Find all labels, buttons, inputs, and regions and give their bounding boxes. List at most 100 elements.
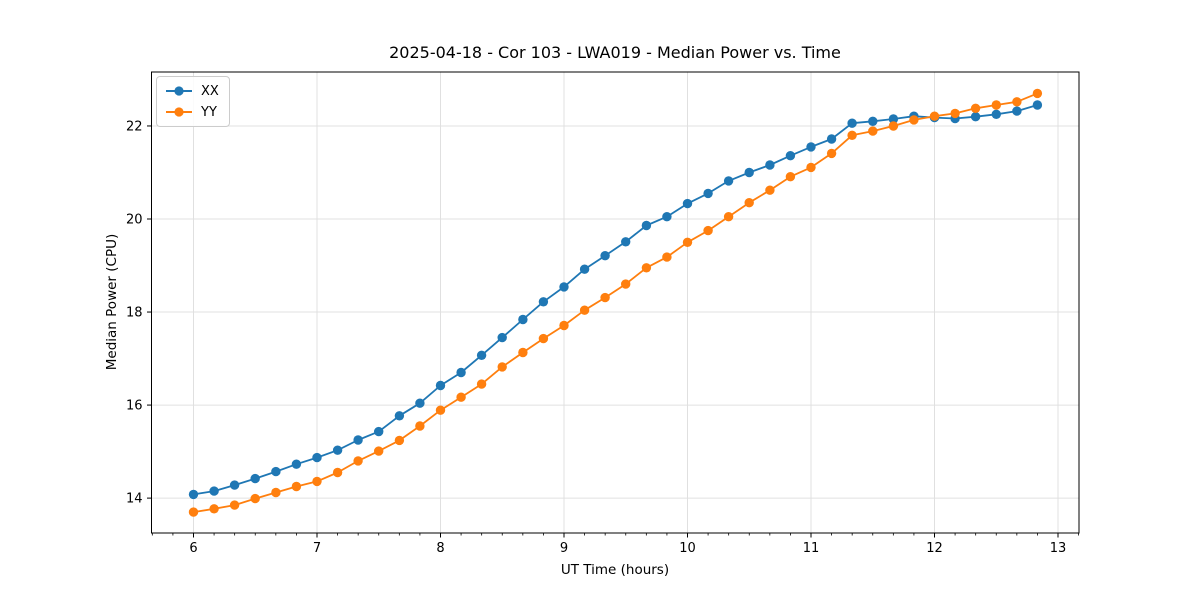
data-point-xx <box>271 466 281 477</box>
legend-label-xx: XX <box>201 83 219 99</box>
legend: XX YY <box>156 76 230 127</box>
data-point-yy <box>703 225 713 236</box>
data-point-yy <box>456 392 466 402</box>
data-point-yy <box>435 405 446 415</box>
legend-marker-icon <box>166 86 192 96</box>
data-point-yy <box>806 162 816 173</box>
data-point-xx <box>353 435 363 445</box>
data-point-yy <box>847 130 857 140</box>
data-point-xx <box>579 264 590 274</box>
chart-title: 2025-04-18 - Cor 103 - LWA019 - Median P… <box>389 43 841 62</box>
data-point-xx <box>723 176 734 186</box>
data-point-xx <box>806 142 816 152</box>
data-point-xx <box>991 109 1001 120</box>
data-point-xx <box>476 350 487 360</box>
data-point-xx <box>538 297 549 307</box>
y-tick-label: 16 <box>126 399 143 414</box>
x-tick-label: 7 <box>313 541 321 556</box>
data-point-yy <box>621 279 631 289</box>
data-point-xx <box>765 160 775 170</box>
data-point-xx <box>332 445 343 455</box>
y-tick-label: 18 <box>126 306 143 321</box>
data-point-xx <box>888 114 899 124</box>
data-point-yy <box>826 148 837 159</box>
data-point-yy <box>394 435 405 446</box>
data-point-yy <box>785 172 796 182</box>
data-point-xx <box>970 112 981 122</box>
data-point-xx <box>847 118 857 128</box>
data-point-yy <box>538 333 549 344</box>
data-point-yy <box>332 467 343 478</box>
data-point-yy <box>950 108 960 119</box>
data-point-yy <box>312 476 322 487</box>
y-tick-label: 14 <box>126 492 143 507</box>
data-point-xx <box>291 459 302 469</box>
data-point-xx <box>229 480 240 490</box>
legend-marker-icon <box>166 107 192 117</box>
data-point-xx <box>641 220 652 231</box>
x-tick-label: 12 <box>926 541 943 556</box>
data-point-yy <box>497 362 507 372</box>
x-tick-label: 13 <box>1050 541 1067 556</box>
x-tick-label: 6 <box>189 541 197 556</box>
data-point-xx <box>785 151 796 161</box>
y-tick-label: 20 <box>126 212 143 227</box>
data-point-yy <box>991 100 1001 110</box>
data-point-xx <box>435 380 446 391</box>
data-point-yy <box>518 347 528 358</box>
data-point-yy <box>765 185 775 195</box>
series-line-yy <box>192 92 1039 513</box>
data-point-xx <box>703 188 713 199</box>
data-point-yy <box>579 305 590 315</box>
x-tick-label: 11 <box>803 541 820 556</box>
axes-spines <box>151 71 1080 534</box>
data-point-xx <box>209 486 219 496</box>
data-point-yy <box>1032 88 1043 99</box>
data-point-yy <box>970 103 981 114</box>
legend-entry-xx: XX <box>164 82 219 100</box>
data-point-xx <box>374 426 384 437</box>
data-point-xx <box>415 398 425 408</box>
legend-label-yy: YY <box>201 104 217 120</box>
legend-entry-yy: YY <box>164 103 219 121</box>
data-point-yy <box>1012 97 1022 107</box>
series-line-xx <box>192 104 1039 496</box>
data-point-xx <box>744 167 754 178</box>
data-point-xx <box>456 367 466 378</box>
y-tick-label: 22 <box>126 119 143 134</box>
data-point-xx <box>518 314 528 325</box>
data-point-yy <box>374 446 384 456</box>
data-point-yy <box>909 115 919 125</box>
data-point-yy <box>744 198 754 208</box>
x-tick-label: 9 <box>560 541 568 556</box>
data-point-yy <box>271 487 281 498</box>
data-point-yy <box>868 126 878 136</box>
data-point-xx <box>826 134 837 144</box>
data-point-yy <box>662 252 672 262</box>
data-point-yy <box>188 507 199 517</box>
data-point-xx <box>1012 106 1022 116</box>
data-point-yy <box>415 421 425 431</box>
data-point-yy <box>641 263 652 273</box>
data-point-yy <box>929 111 940 121</box>
data-point-yy <box>600 292 610 303</box>
x-tick-label: 10 <box>679 541 696 556</box>
data-point-yy <box>682 237 693 247</box>
data-point-xx <box>600 251 610 261</box>
x-axis-label: UT Time (hours) <box>560 562 670 578</box>
data-point-xx <box>621 237 631 247</box>
data-point-xx <box>188 489 199 500</box>
data-point-yy <box>209 504 219 514</box>
data-point-yy <box>353 456 363 466</box>
data-point-yy <box>291 481 302 492</box>
data-point-yy <box>229 500 240 510</box>
data-point-xx <box>250 473 260 484</box>
data-point-xx <box>682 198 693 209</box>
data-point-yy <box>888 121 899 131</box>
data-point-yy <box>559 320 569 331</box>
y-axis-label: Median Power (CPU) <box>104 233 120 371</box>
data-point-xx <box>662 212 672 222</box>
data-point-xx <box>312 452 322 463</box>
